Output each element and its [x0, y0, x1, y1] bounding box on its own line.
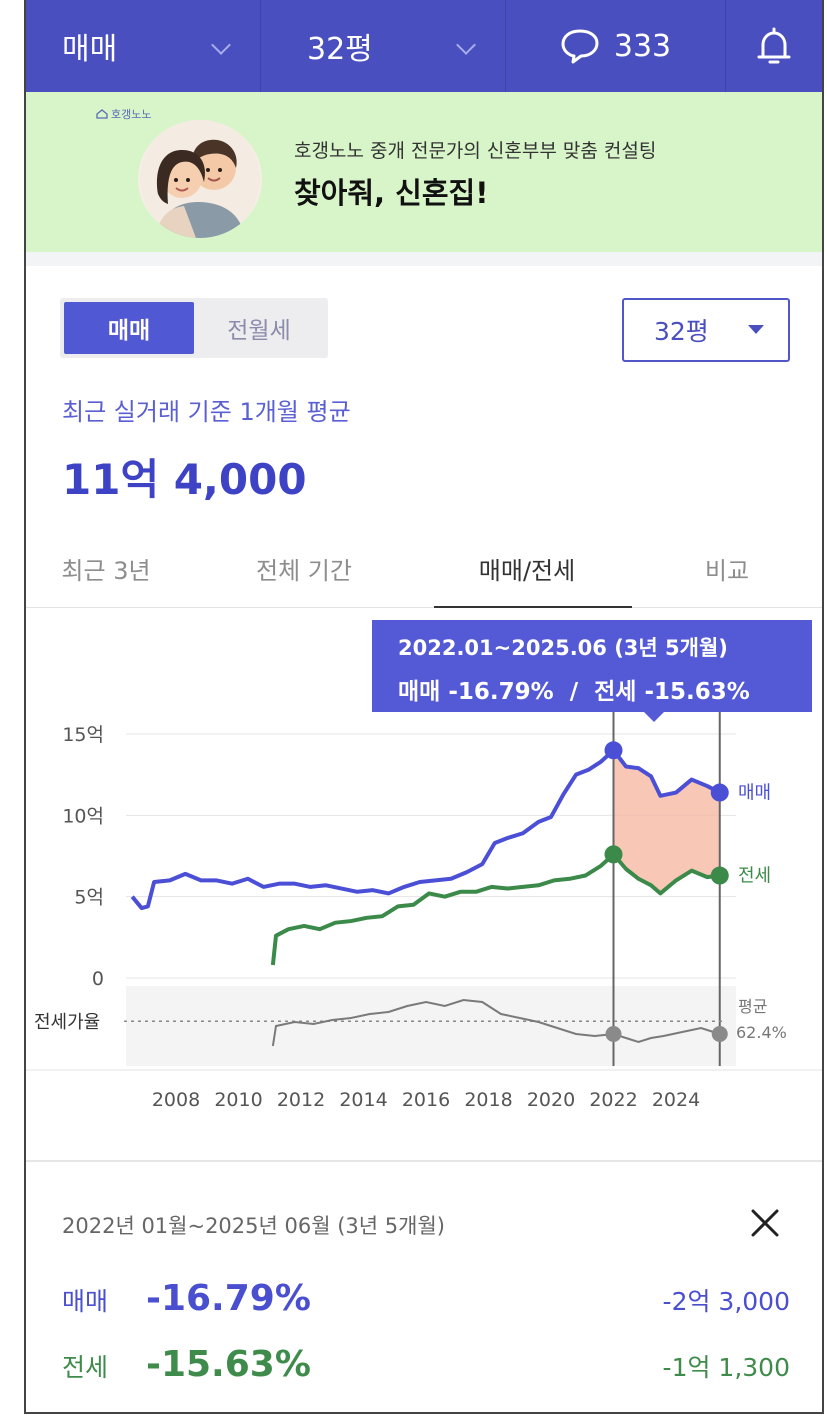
x-tick-label: 2008 [152, 1089, 200, 1111]
size-select[interactable]: 32평 [622, 298, 790, 362]
section-gap [26, 252, 822, 266]
tooltip-changes: 매매 -16.79% / 전세 -15.63% [398, 672, 812, 706]
summary-sale-amount: -2억 3,000 [662, 1287, 790, 1316]
jeonse-start-point [604, 845, 623, 864]
ratio-panel-label: 전세가율 [34, 1012, 100, 1033]
app-frame: 매매 32평 333 호갱노노 [24, 0, 824, 1414]
y-tick-label: 5억 [74, 887, 104, 909]
y-tick-label: 10억 [62, 805, 104, 827]
ratio-start-point [605, 1026, 622, 1042]
chat-button[interactable]: 333 [506, 0, 726, 92]
x-tick-label: 2014 [339, 1089, 387, 1111]
price-chart[interactable]: 15억 10억 5억 0 2008 2010 2012 2014 2016 2018 2020 202… [26, 608, 822, 1138]
segment-sale[interactable]: 매매 [64, 302, 194, 354]
sale-series-label: 매매 [738, 783, 771, 804]
size-select-value: 32평 [654, 317, 709, 346]
x-tick-label: 2022 [589, 1089, 637, 1111]
section-divider [26, 1160, 822, 1162]
size-label: 32평 [307, 32, 373, 67]
jeonse-series-label: 전세 [738, 866, 771, 887]
brand-logo-text: 호갱노노 [111, 108, 152, 121]
ratio-series-line [271, 998, 721, 1047]
tooltip-sale-change: -16.79% [448, 679, 554, 705]
summary-sale-percent: -16.79% [146, 1278, 311, 1319]
summary-jeonse-label: 전세 [62, 1353, 109, 1382]
average-price-value: 11억 4,000 [62, 455, 307, 504]
sale-start-point [604, 741, 623, 760]
x-tick-label: 2016 [402, 1089, 450, 1111]
size-dropdown[interactable]: 32평 [261, 0, 506, 92]
trade-type-toggle: 매매 전월세 [60, 298, 328, 358]
summary-period: 2022년 01월~2025년 06월 (3년 5개월) [62, 1214, 445, 1238]
close-icon[interactable] [748, 1206, 782, 1240]
tab-recent-3-years[interactable]: 최근 3년 [61, 557, 151, 585]
segment-rent[interactable]: 전월세 [227, 318, 291, 344]
jeonse-series-line [270, 852, 721, 966]
deal-type-dropdown[interactable]: 매매 [26, 0, 261, 92]
ratio-average-label: 평균 [738, 997, 767, 1016]
jeonse-end-point [710, 866, 729, 885]
average-price-label: 최근 실거래 기준 1개월 평균 [62, 398, 351, 426]
summary-row-sale: 매매 -16.79% -2억 3,000 [62, 1278, 790, 1319]
summary-jeonse-amount: -1억 1,300 [662, 1353, 790, 1382]
brand-logo: 호갱노노 [96, 106, 151, 122]
sale-series-line [130, 748, 721, 911]
tab-sale-jeonse[interactable]: 매매/전세 [422, 530, 632, 608]
ratio-panel-background [126, 986, 736, 1066]
summary-sale-label: 매매 [62, 1287, 109, 1316]
chevron-down-icon [456, 35, 476, 55]
tooltip-period: 2022.01~2025.06 (3년 5개월) [398, 636, 728, 660]
highlight-area [613, 750, 720, 894]
banner-title: 찾아줘, 신혼집! [294, 176, 489, 210]
price-chart-svg: 15억 10억 5억 0 2008 2010 2012 2014 2016 2018 2020 202… [26, 708, 822, 1111]
chat-count: 333 [613, 28, 672, 64]
ratio-average-value: 62.4% [736, 1023, 787, 1042]
x-tick-label: 2010 [214, 1089, 262, 1111]
summary-jeonse-percent: -15.63% [146, 1344, 311, 1385]
tab-all-period[interactable]: 전체 기간 [256, 557, 352, 585]
x-tick-label: 2018 [464, 1089, 512, 1111]
tooltip-jeonse-label: 전세 [594, 679, 637, 705]
y-tick-label: 0 [92, 968, 104, 990]
chevron-down-icon [211, 35, 231, 55]
range-tooltip: 2022.01~2025.06 (3년 5개월) 매매 -16.79% / 전세… [372, 620, 812, 722]
caret-down-icon [748, 325, 764, 334]
deal-type-label: 매매 [62, 32, 118, 67]
top-bar: 매매 32평 333 [26, 0, 822, 92]
summary-row-jeonse: 전세 -15.63% -1억 1,300 [62, 1344, 790, 1385]
banner-subtitle: 호갱노노 중개 전문가의 신혼부부 맞춤 컨설팅 [294, 140, 657, 162]
tooltip-separator: / [569, 679, 579, 705]
period-tabs: 최근 3년 전체 기간 매매/전세 비교 [26, 530, 822, 608]
tooltip-sale-label: 매매 [398, 679, 441, 705]
tooltip-jeonse-change: -15.63% [644, 679, 750, 705]
house-logo-icon [96, 109, 108, 119]
couple-illustration [138, 120, 262, 238]
ratio-end-point [711, 1026, 728, 1042]
x-tick-label: 2024 [652, 1089, 700, 1111]
x-tick-label: 2020 [527, 1089, 575, 1111]
tab-compare[interactable]: 비교 [704, 557, 750, 585]
promo-banner[interactable]: 호갱노노 호갱노노 중개 전문가의 신혼부부 맞춤 컨설팅 찾아줘, 신혼집! [26, 92, 822, 252]
x-tick-label: 2012 [277, 1089, 325, 1111]
chat-bubble-icon [561, 29, 599, 64]
sale-end-point [710, 783, 729, 802]
y-tick-label: 15억 [62, 724, 104, 746]
notification-button[interactable] [726, 0, 822, 92]
bell-icon [757, 27, 791, 64]
